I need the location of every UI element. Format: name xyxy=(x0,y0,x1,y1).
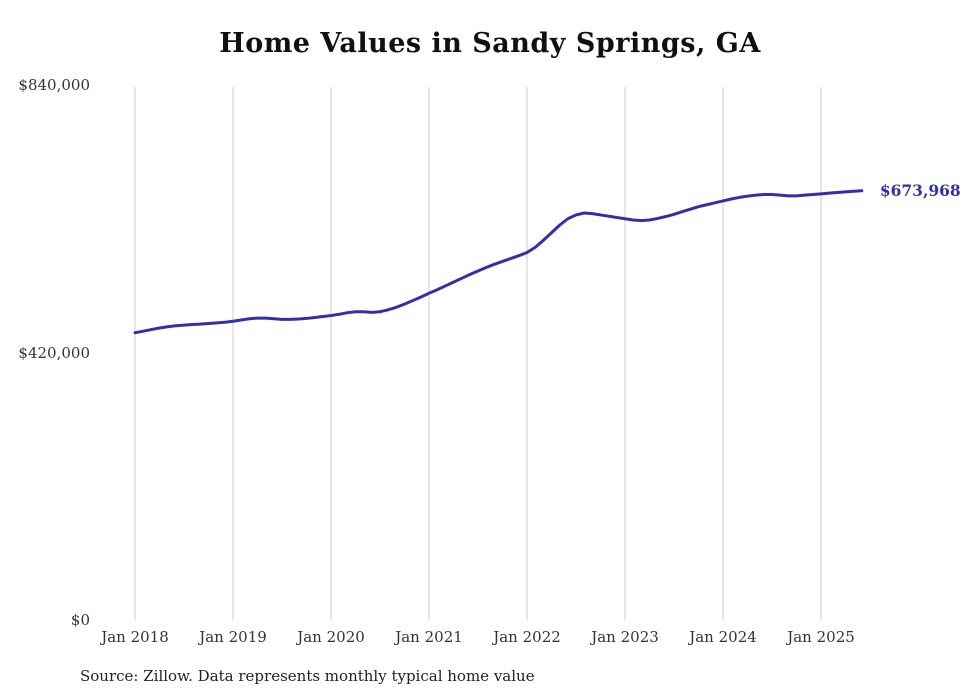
x-axis-tick-label: Jan 2019 xyxy=(199,628,267,646)
x-axis-tick-label: Jan 2021 xyxy=(395,628,463,646)
x-axis-tick-label: Jan 2024 xyxy=(689,628,757,646)
x-axis-tick-label: Jan 2023 xyxy=(591,628,659,646)
y-axis-tick-label: $0 xyxy=(70,611,90,629)
gridlines xyxy=(134,87,822,620)
y-axis-tick-label: $840,000 xyxy=(18,76,90,94)
chart-title: Home Values in Sandy Springs, GA xyxy=(219,28,761,59)
end-value-label: $673,968 xyxy=(879,180,961,200)
value-line xyxy=(133,189,864,335)
x-axis-tick-label: Jan 2020 xyxy=(297,628,365,646)
x-axis-tick-label: Jan 2022 xyxy=(493,628,561,646)
y-axis-tick-label: $420,000 xyxy=(18,343,90,362)
x-axis-tick-label: Jan 2018 xyxy=(101,628,169,646)
x-axis-tick-label: Jan 2025 xyxy=(787,628,855,646)
source-note: Source: Zillow. Data represents monthly … xyxy=(80,667,535,685)
